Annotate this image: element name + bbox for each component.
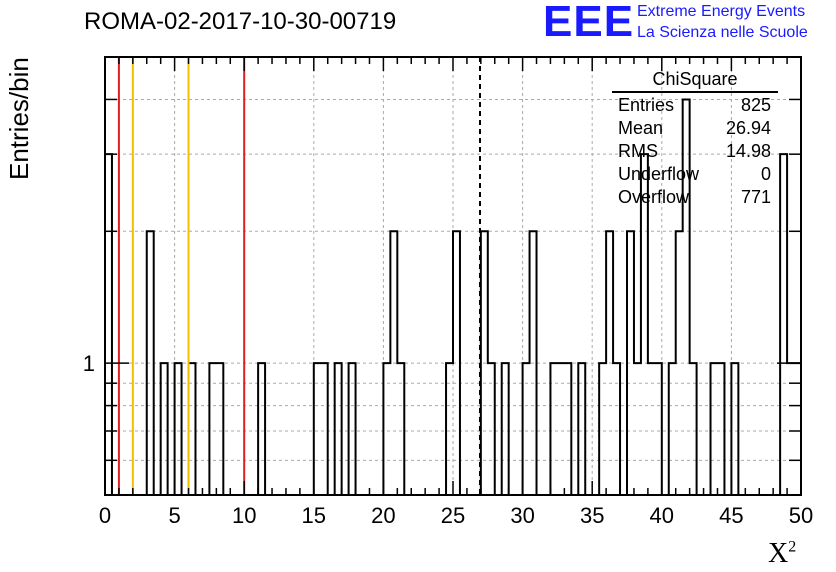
histogram-bin — [780, 154, 787, 495]
x-tick-label: 5 — [168, 503, 180, 528]
stats-row: RMS 14.98 — [612, 140, 778, 163]
stats-value: 825 — [740, 95, 771, 115]
chart-title: ROMA-02-2017-10-30-00719 — [84, 8, 397, 35]
y-tick-label: 1 — [83, 351, 95, 376]
x-tick-label: 25 — [441, 503, 465, 528]
x-tick-label: 35 — [580, 503, 604, 528]
stats-label: Mean — [618, 118, 664, 138]
x-tick-label: 30 — [510, 503, 534, 528]
stats-value: 14.98 — [725, 141, 771, 161]
histogram-bin — [105, 154, 112, 495]
stats-row: Underflow 0 — [612, 163, 778, 186]
stats-rows: Entries 825 Mean 26.94 RMS 14.98 Underflow 0 Ove… — [612, 94, 778, 209]
stats-value: 771 — [740, 187, 771, 207]
x-tick-label: 0 — [99, 503, 111, 528]
x-tick-label: 45 — [719, 503, 743, 528]
stats-value: 26.94 — [725, 118, 771, 138]
x-tick-label: 20 — [371, 503, 395, 528]
stats-title: ChiSquare — [612, 68, 778, 93]
stats-label: Entries — [618, 95, 675, 115]
logo-line-1: Extreme Energy Events — [637, 3, 806, 20]
x-tick-label: 40 — [650, 503, 674, 528]
stats-label: Overflow — [618, 187, 690, 207]
x-tick-label: 15 — [302, 503, 326, 528]
stats-row: Entries 825 — [612, 94, 778, 117]
stats-row: Overflow 771 — [612, 186, 778, 209]
eee-logo: EEE — [543, 0, 635, 46]
stats-row: Mean 26.94 — [612, 117, 778, 140]
stats-label: RMS — [618, 141, 658, 161]
logo-line-2: La Scienza nelle Scuole — [637, 24, 808, 41]
x-axis-label: X2 — [768, 538, 796, 570]
stats-label: Underflow — [618, 164, 700, 184]
x-tick-label: 50 — [789, 503, 813, 528]
x-tick-label: 10 — [232, 503, 256, 528]
stats-value: 0 — [760, 164, 771, 184]
x-axis-label-superscript: 2 — [788, 538, 797, 556]
x-axis-label-base: X — [768, 538, 789, 569]
stats-box: ChiSquare Entries 825 Mean 26.94 RMS 14.98 Und… — [612, 68, 778, 209]
